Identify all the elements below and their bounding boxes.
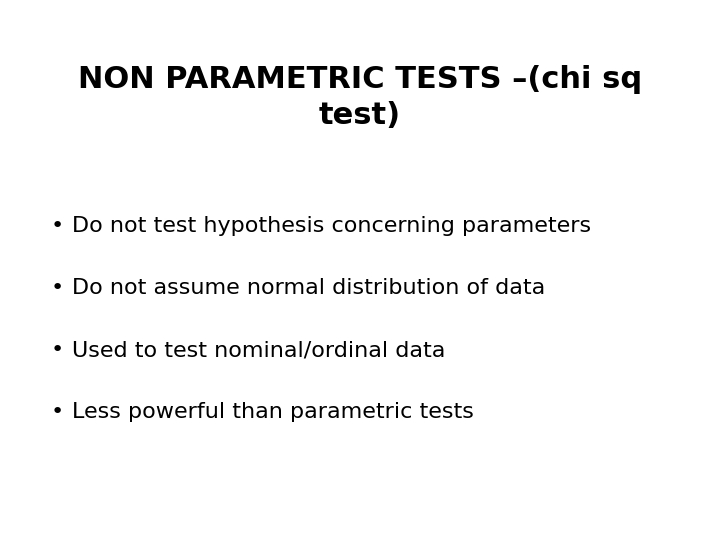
Text: Less powerful than parametric tests: Less powerful than parametric tests <box>72 402 474 422</box>
Text: Do not assume normal distribution of data: Do not assume normal distribution of dat… <box>72 278 545 298</box>
Text: •: • <box>50 216 63 236</box>
Text: Used to test nominal/ordinal data: Used to test nominal/ordinal data <box>72 340 446 360</box>
Text: NON PARAMETRIC TESTS –(chi sq
test): NON PARAMETRIC TESTS –(chi sq test) <box>78 65 642 130</box>
Text: •: • <box>50 278 63 298</box>
Text: •: • <box>50 402 63 422</box>
Text: •: • <box>50 340 63 360</box>
Text: Do not test hypothesis concerning parameters: Do not test hypothesis concerning parame… <box>72 216 591 236</box>
